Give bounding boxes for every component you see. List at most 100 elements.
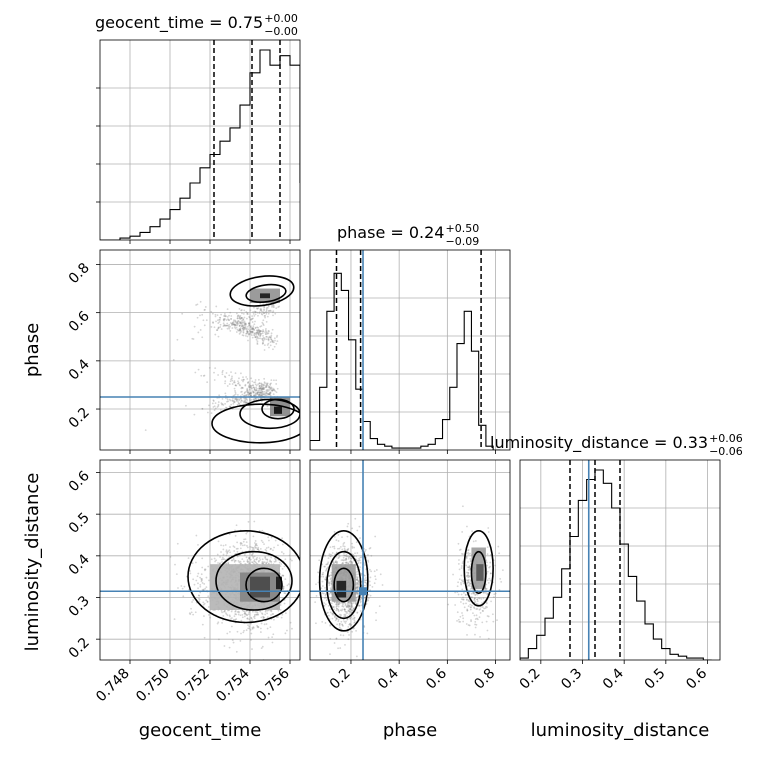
scatter-point (248, 392, 251, 395)
scatter-point (255, 335, 258, 338)
scatter-point (266, 616, 269, 619)
scatter-point (247, 627, 250, 630)
scatter-point (323, 554, 326, 557)
scatter-point (241, 327, 244, 330)
scatter-point (240, 619, 243, 622)
scatter-point (246, 389, 248, 392)
scatter-point (225, 324, 228, 327)
scatter-point (462, 596, 464, 599)
scatter-point (350, 604, 353, 607)
scatter-point (259, 390, 261, 393)
scatter-point (229, 405, 231, 408)
scatter-point (375, 569, 378, 571)
scatter-point (469, 608, 472, 611)
scatter-point (247, 390, 249, 392)
scatter-point (346, 525, 349, 528)
scatter-point (350, 609, 353, 612)
scatter-point (262, 319, 265, 322)
scatter-point (460, 583, 463, 586)
scatter-point (256, 326, 259, 329)
scatter-point (325, 593, 327, 596)
scatter-point (356, 559, 359, 562)
scatter-point (475, 608, 478, 610)
scatter-point (469, 565, 471, 568)
scatter-point (329, 574, 332, 577)
scatter-point (251, 549, 254, 551)
scatter-point (260, 389, 263, 392)
scatter-point (260, 647, 263, 649)
scatter-point (242, 318, 245, 321)
scatter-point (266, 315, 269, 318)
scatter-point (236, 541, 239, 544)
scatter-point (324, 594, 327, 597)
scatter-point (478, 597, 481, 600)
scatter-point (259, 610, 262, 613)
scatter-point (246, 617, 249, 620)
scatter-point (355, 583, 358, 586)
scatter-point (216, 553, 219, 556)
scatter-point (240, 372, 242, 375)
scatter-point (262, 311, 265, 313)
scatter-point (225, 406, 227, 409)
scatter-point (245, 401, 248, 404)
scatter-point (260, 394, 263, 397)
scatter-point (271, 641, 274, 644)
scatter-point (248, 322, 251, 325)
scatter-point (172, 358, 175, 361)
scatter-point (339, 647, 342, 649)
scatter-point (342, 634, 345, 637)
scatter-point (258, 382, 261, 385)
scatter-point (274, 390, 277, 393)
scatter-point (221, 369, 224, 372)
scatter-point (363, 579, 366, 582)
scatter-point (250, 318, 253, 321)
scatter-point (350, 602, 353, 605)
scatter-point (265, 391, 268, 394)
scatter-point (217, 621, 220, 624)
scatter-point (248, 611, 251, 614)
scatter-point (283, 602, 286, 605)
scatter-point (248, 324, 251, 327)
scatter-point (263, 349, 266, 351)
scatter-point (342, 603, 344, 606)
scatter-point (266, 561, 269, 563)
scatter-point (482, 591, 485, 594)
scatter-point (367, 597, 370, 599)
scatter-point (462, 620, 465, 623)
scatter-point (329, 587, 332, 590)
scatter-point (469, 606, 472, 609)
scatter-point (317, 571, 319, 574)
scatter-point (335, 618, 338, 621)
scatter-point (367, 593, 370, 596)
scatter-point (261, 388, 263, 391)
scatter-point (259, 548, 262, 550)
panel-title-plus-phase: +0.50 (445, 222, 479, 235)
scatter-point (345, 561, 348, 564)
scatter-point (469, 603, 472, 606)
scatter-point (262, 391, 265, 393)
scatter-point (245, 541, 248, 544)
scatter-point (335, 609, 338, 612)
scatter-point (461, 531, 464, 533)
scatter-point (337, 605, 340, 608)
scatter-point (366, 632, 369, 635)
scatter-point (264, 392, 267, 395)
scatter-point (238, 316, 241, 319)
scatter-point (259, 334, 262, 336)
scatter-point (243, 394, 246, 397)
scatter-point (194, 611, 197, 614)
scatter-point (461, 612, 463, 614)
scatter-point (251, 547, 254, 549)
scatter-point (267, 336, 270, 339)
scatter-point (328, 554, 331, 557)
scatter-point (234, 323, 237, 326)
scatter-point (471, 530, 473, 533)
scatter-point (360, 556, 363, 559)
scatter-point (269, 383, 272, 385)
scatter-point (230, 371, 232, 374)
x-tick-label-geocent_time: 0.752 (173, 666, 213, 706)
scatter-point (247, 520, 250, 523)
scatter-point (252, 557, 255, 559)
scatter-point (325, 563, 328, 566)
scatter-point (252, 384, 255, 387)
